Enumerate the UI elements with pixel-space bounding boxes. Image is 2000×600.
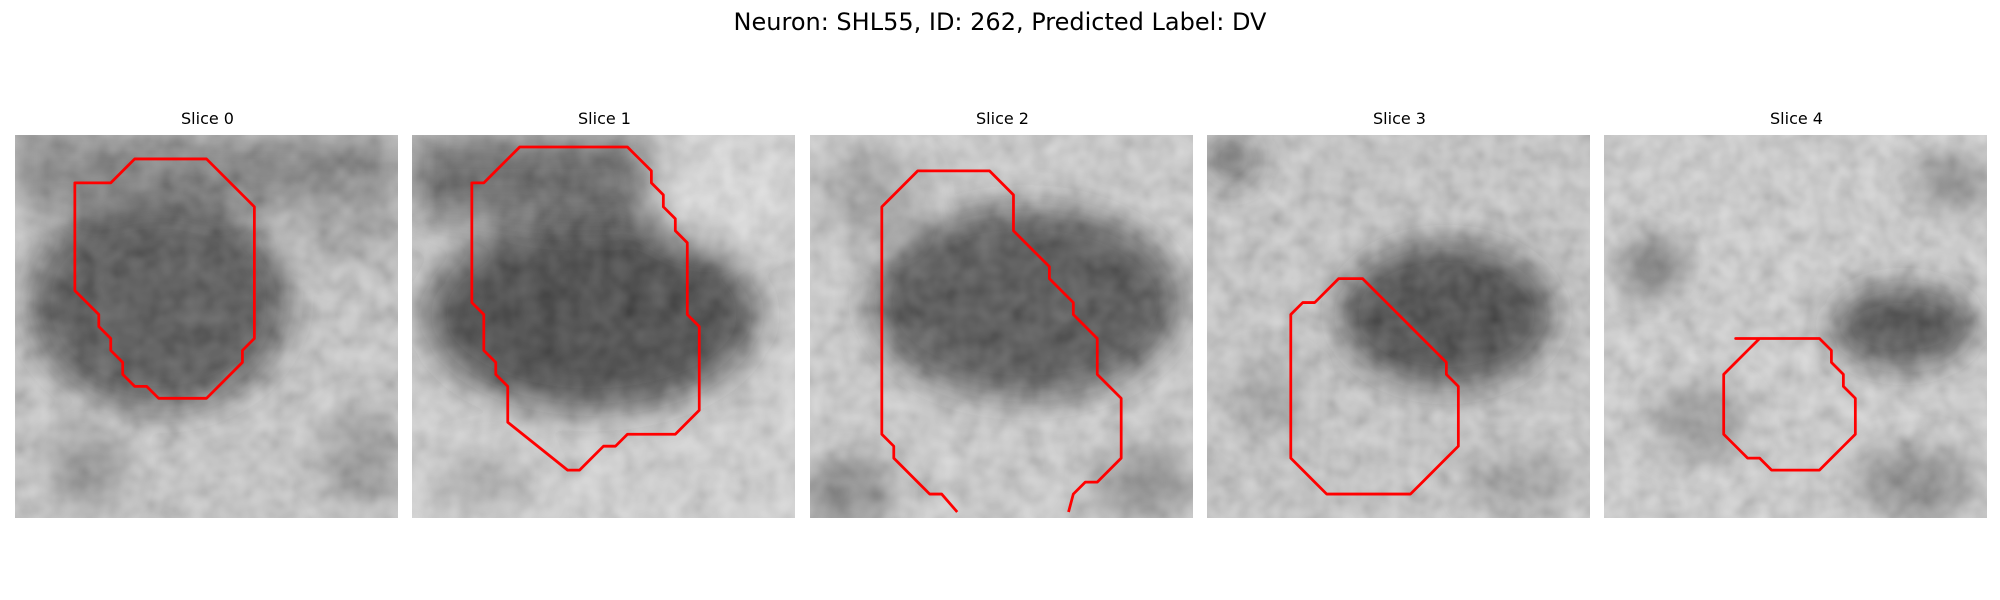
roi-contour: [1289, 277, 1460, 496]
roi-contour: [470, 145, 701, 472]
roi-contour: [1722, 337, 1857, 472]
slice-image-4: [1604, 135, 1987, 518]
slice-image-0: [15, 135, 398, 518]
slice-image-2: [810, 135, 1193, 518]
slice-title-0: Slice 0: [181, 109, 234, 128]
slice-title-2: Slice 2: [976, 109, 1029, 128]
slice-title-3: Slice 3: [1373, 109, 1426, 128]
slice-panel-1: Slice 1: [412, 108, 797, 522]
figure-title: Neuron: SHL55, ID: 262, Predicted Label:…: [733, 8, 1267, 36]
slice-image-3: [1207, 135, 1590, 518]
slice-panel-0: Slice 0: [15, 108, 400, 522]
slice-title-1: Slice 1: [578, 109, 631, 128]
slice-panel-2: Slice 2: [810, 108, 1195, 522]
roi-contour: [73, 157, 256, 400]
slice-image-1: [412, 135, 795, 518]
slice-panel-3: Slice 3: [1207, 108, 1592, 522]
slice-panel-4: Slice 4: [1604, 108, 1989, 522]
slice-title-4: Slice 4: [1770, 109, 1823, 128]
roi-contour: [880, 169, 1123, 513]
